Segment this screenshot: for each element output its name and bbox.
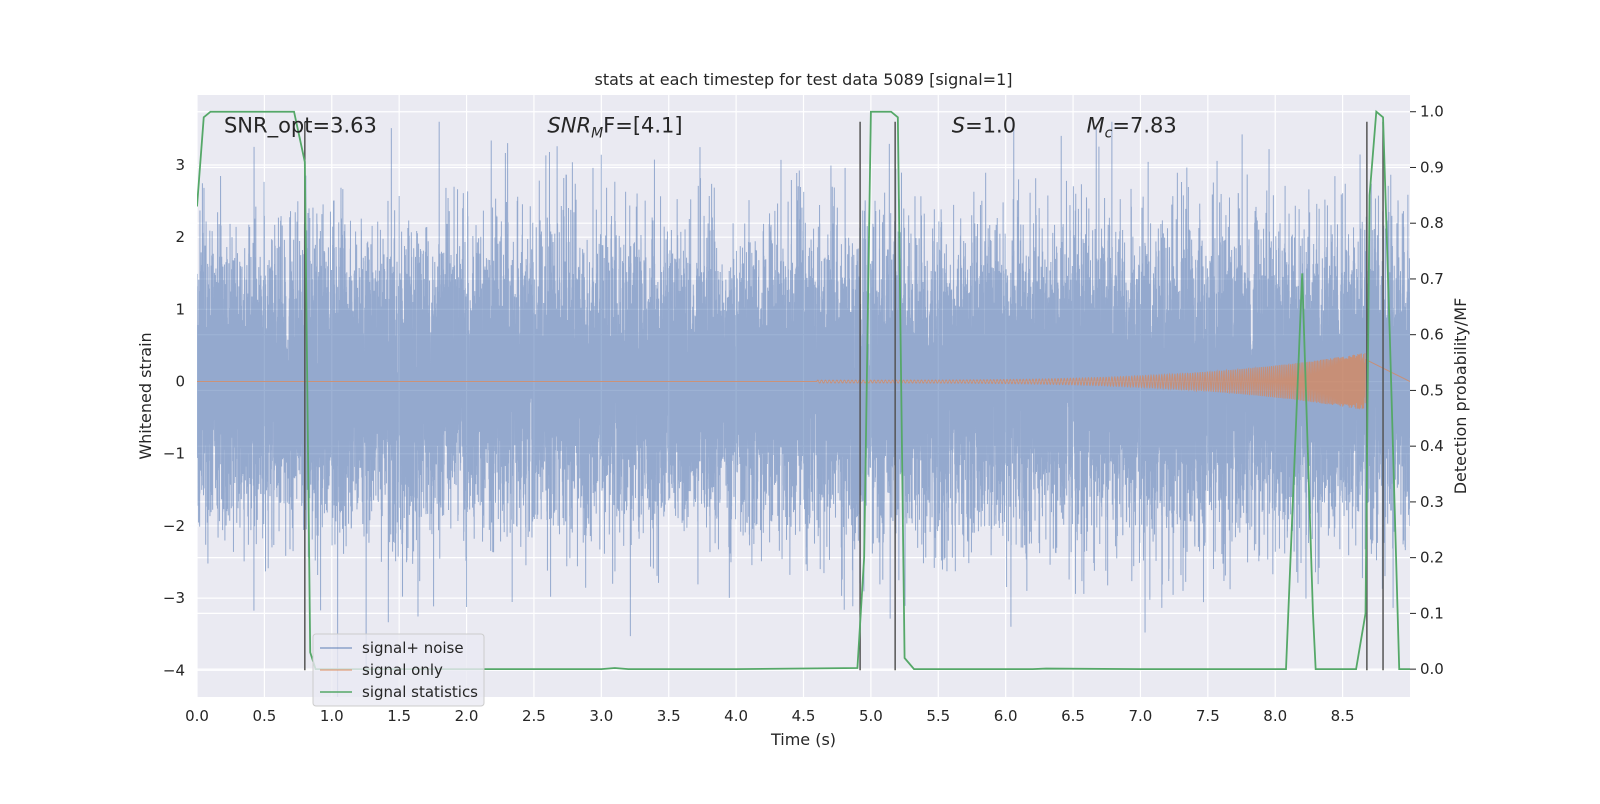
x-tick-label: 5.5 xyxy=(926,707,950,725)
y-tick-label: −2 xyxy=(163,517,185,535)
x-tick-label: 2.5 xyxy=(522,707,546,725)
x-tick-label: 8.5 xyxy=(1331,707,1355,725)
x-tick-label: 0.0 xyxy=(185,707,209,725)
annotation-text: SNR_opt=3.63 xyxy=(224,113,377,138)
x-tick-label: 4.0 xyxy=(724,707,748,725)
y-right-tick-label: 0.6 xyxy=(1420,326,1444,344)
legend-entry-signal-noise: signal+ noise xyxy=(320,639,464,657)
x-tick-label: 0.5 xyxy=(252,707,276,725)
x-axis-label: Time (s) xyxy=(770,730,836,749)
series-signal-noise xyxy=(197,121,1410,697)
statistics-line xyxy=(197,109,1410,671)
y-tick-label: 3 xyxy=(175,156,185,174)
annotation-text: Mc=7.83 xyxy=(1087,113,1177,141)
noise-line xyxy=(197,121,1410,697)
signal-line xyxy=(197,353,1410,410)
x-tick-label: 7.5 xyxy=(1196,707,1220,725)
series-signal-statistics xyxy=(197,109,1410,671)
x-tick-label: 6.5 xyxy=(1061,707,1085,725)
annotation-text: S=1.0 xyxy=(952,113,1016,137)
legend-entry-signal-only: signal only xyxy=(320,661,443,679)
y-right-tick-label: 0.3 xyxy=(1420,493,1444,511)
y-tick-label: 0 xyxy=(175,373,185,391)
legend: signal+ noise signal only signal statist… xyxy=(312,633,485,707)
x-tick-label: 8.0 xyxy=(1263,707,1287,725)
y-tick-label: 2 xyxy=(175,228,185,246)
x-tick-label: 5.0 xyxy=(859,707,883,725)
x-tick-label: 3.5 xyxy=(657,707,681,725)
y-right-tick-label: 0.4 xyxy=(1420,437,1444,455)
x-tick-label: 1.0 xyxy=(320,707,344,725)
axis-ticks: 0.0 0.5 1.0 1.5 2.0 2.5 3.0 3.5 4.0 4.5 5.0 5.5 6.0 6… xyxy=(163,103,1444,725)
y-tick-label: −3 xyxy=(163,589,185,607)
y-right-tick-label: 0.2 xyxy=(1420,549,1444,567)
y-right-tick-label: 0.8 xyxy=(1420,214,1444,232)
legend-label: signal only xyxy=(362,661,443,679)
legend-box xyxy=(312,633,485,707)
legend-label: signal+ noise xyxy=(362,639,464,657)
y-right-tick-label: 0.0 xyxy=(1420,660,1444,678)
y-right-tick-label: 1.0 xyxy=(1420,103,1444,121)
y-axis-right-label: Detection probability/MF xyxy=(1451,298,1470,495)
y-right-tick-label: 0.7 xyxy=(1420,270,1444,288)
x-tick-label: 3.0 xyxy=(589,707,613,725)
annotation-text: SNRMF=[4.1] xyxy=(547,113,682,141)
y-right-tick-label: 0.5 xyxy=(1420,381,1444,399)
y-right-tick-label: 0.9 xyxy=(1420,158,1444,176)
y-axis-label: Whitened strain xyxy=(136,332,155,459)
y-tick-label: 1 xyxy=(175,300,185,318)
x-tick-label: 1.5 xyxy=(387,707,411,725)
series-signal-only xyxy=(197,353,1410,410)
x-tick-label: 4.5 xyxy=(792,707,816,725)
legend-label: signal statistics xyxy=(362,683,478,701)
chart-title: stats at each timestep for test data 508… xyxy=(594,70,1012,89)
x-tick-label: 2.0 xyxy=(455,707,479,725)
x-tick-label: 6.0 xyxy=(994,707,1018,725)
legend-entry-signal-statistics: signal statistics xyxy=(320,683,478,701)
x-tick-label: 7.0 xyxy=(1129,707,1153,725)
y-right-tick-label: 0.1 xyxy=(1420,604,1444,622)
annotations: SNR_opt=3.63 SNRMF=[4.1] S=1.0 Mc=7.83 xyxy=(224,113,1177,141)
y-tick-label: −1 xyxy=(163,445,185,463)
y-tick-label: −4 xyxy=(163,661,185,679)
